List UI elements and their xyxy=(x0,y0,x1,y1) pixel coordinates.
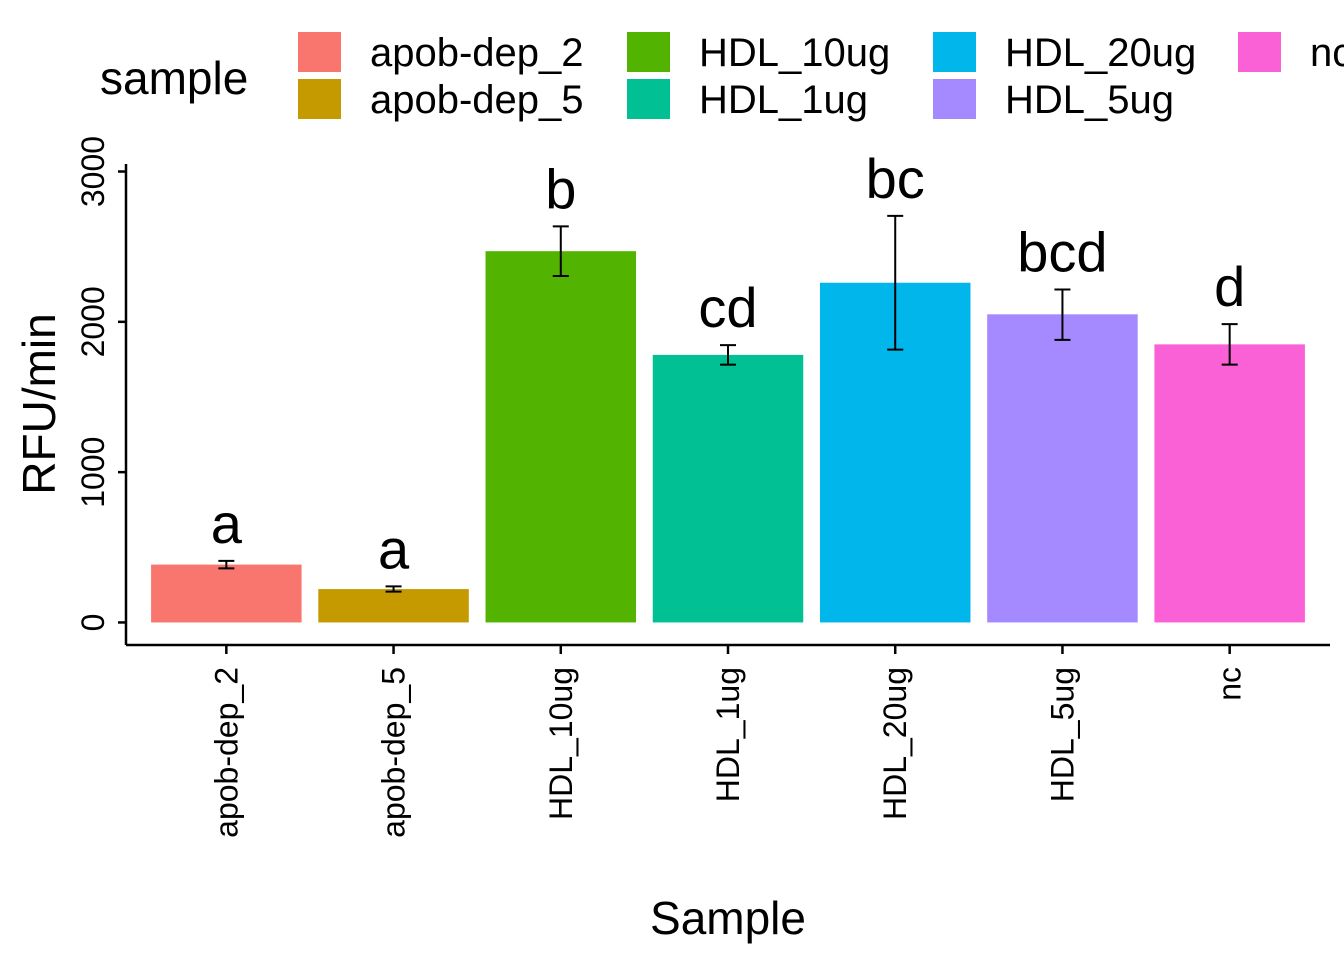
legend-swatch xyxy=(933,32,976,72)
legend-label: HDL_5ug xyxy=(1005,78,1174,122)
legend-swatch xyxy=(933,79,976,119)
legend-swatch xyxy=(298,79,341,119)
bar xyxy=(1154,344,1305,623)
x-tick-label: HDL_10ug xyxy=(543,667,579,820)
legend-item: HDL_10ug xyxy=(627,31,890,75)
legend-item: apob-dep_5 xyxy=(298,78,584,122)
legend-label: HDL_10ug xyxy=(699,31,890,75)
legend-item: nc xyxy=(1238,31,1344,75)
legend-swatch xyxy=(298,32,341,72)
legend-item: HDL_5ug xyxy=(933,78,1174,122)
significance-label: bc xyxy=(866,147,925,210)
y-tick-label: 0 xyxy=(75,614,111,632)
error-bar xyxy=(1221,323,1238,366)
x-tick-label: apob-dep_2 xyxy=(208,667,244,838)
legend-item: HDL_20ug xyxy=(933,31,1196,75)
error-bar xyxy=(1054,288,1071,341)
legend-swatch xyxy=(627,32,670,72)
legend-label: nc xyxy=(1310,31,1344,75)
x-axis-title: Sample xyxy=(650,892,806,944)
x-tick-label: nc xyxy=(1212,667,1248,701)
bar xyxy=(987,314,1138,623)
x-tick-label: HDL_20ug xyxy=(877,667,913,820)
bar xyxy=(151,564,302,623)
legend-swatch xyxy=(627,79,670,119)
bar xyxy=(485,251,637,623)
significance-label: cd xyxy=(698,276,757,339)
legend-label: apob-dep_5 xyxy=(370,78,584,122)
significance-label: b xyxy=(545,157,576,220)
y-tick-label: 1000 xyxy=(75,437,111,508)
legend-item: HDL_1ug xyxy=(627,78,868,122)
error-bar xyxy=(720,344,736,366)
bar xyxy=(652,354,804,623)
x-tick-label: HDL_1ug xyxy=(710,667,746,802)
legend-label: apob-dep_2 xyxy=(370,31,584,75)
legend-label: HDL_1ug xyxy=(699,78,868,122)
error-bar xyxy=(385,585,402,593)
significance-label: bcd xyxy=(1017,221,1107,284)
x-tick-label: HDL_5ug xyxy=(1044,667,1080,802)
bar xyxy=(318,589,469,623)
y-tick-label: 2000 xyxy=(75,286,111,357)
error-bar xyxy=(887,214,904,351)
legend-swatch xyxy=(1238,32,1281,72)
legend-title: sample xyxy=(100,52,248,104)
y-tick-label: 3000 xyxy=(75,136,111,207)
legend-label: HDL_20ug xyxy=(1005,31,1196,75)
legend-item: apob-dep_2 xyxy=(298,31,584,75)
x-tick-label: apob-dep_5 xyxy=(376,667,412,838)
significance-label: d xyxy=(1214,255,1245,318)
significance-label: a xyxy=(378,517,410,580)
significance-label: a xyxy=(211,492,243,555)
error-bar xyxy=(552,225,569,277)
error-bar xyxy=(218,559,235,570)
y-axis-title: RFU/min xyxy=(13,313,65,494)
